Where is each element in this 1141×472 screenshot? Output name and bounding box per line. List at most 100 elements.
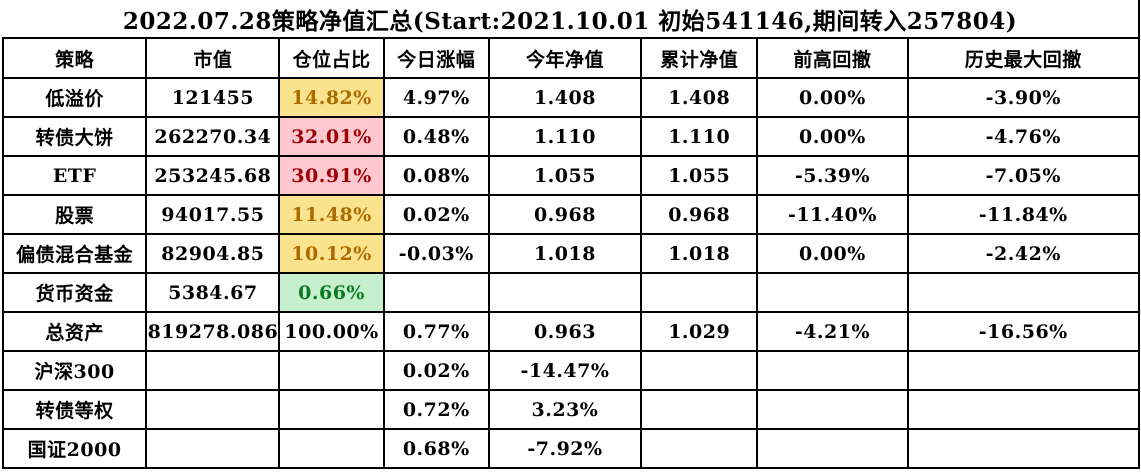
max-drawdown-cell <box>906 350 1141 391</box>
position-pct-cell: 11.48% <box>278 194 385 235</box>
max-drawdown-cell: -11.84% <box>906 194 1141 235</box>
position-pct-cell: 0.66% <box>278 272 385 313</box>
ytd-nav-cell: 0.968 <box>487 194 643 235</box>
position-pct-cell: 100.00% <box>278 311 385 352</box>
today-change-cell: 0.08% <box>382 155 490 196</box>
row-label: 沪深300 <box>1 350 148 391</box>
ytd-nav-cell: 3.23% <box>487 389 643 430</box>
today-change-cell: 0.72% <box>382 389 490 430</box>
market-value-cell: 253245.68 <box>145 155 281 196</box>
today-change-cell: 0.48% <box>382 116 490 157</box>
table-row: 国证2000 0.68% -7.92% <box>1 428 1141 469</box>
market-value-cell <box>145 350 281 391</box>
max-drawdown-cell: -7.05% <box>906 155 1141 196</box>
drawdown-from-high-cell <box>756 428 909 469</box>
table-row: 股票 94017.55 11.48% 0.02% 0.968 0.968 -11… <box>1 194 1141 235</box>
position-pct-cell <box>278 428 385 469</box>
row-label: 转债大饼 <box>1 116 148 157</box>
market-value-cell <box>145 428 281 469</box>
today-change-cell <box>382 272 490 313</box>
today-change-cell: 0.68% <box>382 428 490 469</box>
max-drawdown-cell <box>906 272 1141 313</box>
position-pct-cell: 14.82% <box>278 77 385 118</box>
cumulative-nav-cell <box>640 428 759 469</box>
drawdown-from-high-cell: 0.00% <box>756 116 909 157</box>
col-header-ytd-nav: 今年净值 <box>487 37 643 79</box>
cumulative-nav-cell <box>640 350 759 391</box>
col-header-cumulative-nav: 累计净值 <box>640 37 759 79</box>
drawdown-from-high-cell: 0.00% <box>756 77 909 118</box>
header-row: 策略 市值 仓位占比 今日涨幅 今年净值 累计净值 前高回撤 历史最大回撤 <box>1 37 1141 79</box>
table-row: 沪深300 0.02% -14.47% <box>1 350 1141 391</box>
position-pct-cell <box>278 389 385 430</box>
cumulative-nav-cell: 1.408 <box>640 77 759 118</box>
today-change-cell: 0.77% <box>382 311 490 352</box>
position-pct-cell: 32.01% <box>278 116 385 157</box>
ytd-nav-cell: 1.408 <box>487 77 643 118</box>
market-value-cell <box>145 389 281 430</box>
today-change-cell: -0.03% <box>382 233 490 274</box>
table-row: 低溢价 121455 14.82% 4.97% 1.408 1.408 0.00… <box>1 77 1141 118</box>
market-value-cell: 5384.67 <box>145 272 281 313</box>
row-label: 转债等权 <box>1 389 148 430</box>
position-pct-cell <box>278 350 385 391</box>
col-header-drawdown-from-high: 前高回撤 <box>756 37 909 79</box>
market-value-cell: 262270.34 <box>145 116 281 157</box>
drawdown-from-high-cell <box>756 350 909 391</box>
row-label: 偏债混合基金 <box>1 233 148 274</box>
col-header-market-value: 市值 <box>145 37 281 79</box>
strategy-nav-table: 策略 市值 仓位占比 今日涨幅 今年净值 累计净值 前高回撤 历史最大回撤 低溢… <box>1 37 1141 469</box>
report-title: 2022.07.28策略净值汇总(Start:2021.10.01 初始5411… <box>2 0 1140 37</box>
ytd-nav-cell: 1.018 <box>487 233 643 274</box>
col-header-today-change: 今日涨幅 <box>382 37 490 79</box>
cumulative-nav-cell <box>640 389 759 430</box>
max-drawdown-cell: -16.56% <box>906 311 1141 352</box>
market-value-cell: 82904.85 <box>145 233 281 274</box>
row-label: 股票 <box>1 194 148 235</box>
today-change-cell: 0.02% <box>382 350 490 391</box>
table-row: 转债等权 0.72% 3.23% <box>1 389 1141 430</box>
cumulative-nav-cell: 1.110 <box>640 116 759 157</box>
ytd-nav-cell: 0.963 <box>487 311 643 352</box>
today-change-cell: 4.97% <box>382 77 490 118</box>
col-header-strategy: 策略 <box>1 37 148 79</box>
max-drawdown-cell: -2.42% <box>906 233 1141 274</box>
ytd-nav-cell <box>487 272 643 313</box>
col-header-max-drawdown: 历史最大回撤 <box>906 37 1141 79</box>
drawdown-from-high-cell <box>756 389 909 430</box>
max-drawdown-cell: -4.76% <box>906 116 1141 157</box>
ytd-nav-cell: 1.110 <box>487 116 643 157</box>
max-drawdown-cell <box>906 389 1141 430</box>
market-value-cell: 94017.55 <box>145 194 281 235</box>
position-pct-cell: 30.91% <box>278 155 385 196</box>
table-row: 货币资金 5384.67 0.66% <box>1 272 1141 313</box>
ytd-nav-cell: -14.47% <box>487 350 643 391</box>
ytd-nav-cell: 1.055 <box>487 155 643 196</box>
cumulative-nav-cell: 0.968 <box>640 194 759 235</box>
table-row: 偏债混合基金 82904.85 10.12% -0.03% 1.018 1.01… <box>1 233 1141 274</box>
cumulative-nav-cell <box>640 272 759 313</box>
position-pct-cell: 10.12% <box>278 233 385 274</box>
table-row: ETF 253245.68 30.91% 0.08% 1.055 1.055 -… <box>1 155 1141 196</box>
row-label: ETF <box>1 155 148 196</box>
drawdown-from-high-cell: 0.00% <box>756 233 909 274</box>
drawdown-from-high-cell: -4.21% <box>756 311 909 352</box>
cumulative-nav-cell: 1.055 <box>640 155 759 196</box>
row-label: 低溢价 <box>1 77 148 118</box>
drawdown-from-high-cell <box>756 272 909 313</box>
ytd-nav-cell: -7.92% <box>487 428 643 469</box>
col-header-position-pct: 仓位占比 <box>278 37 385 79</box>
max-drawdown-cell: -3.90% <box>906 77 1141 118</box>
max-drawdown-cell <box>906 428 1141 469</box>
table-row: 转债大饼 262270.34 32.01% 0.48% 1.110 1.110 … <box>1 116 1141 157</box>
row-label: 货币资金 <box>1 272 148 313</box>
today-change-cell: 0.02% <box>382 194 490 235</box>
market-value-cell: 819278.086 <box>145 311 281 352</box>
table-row: 总资产 819278.086 100.00% 0.77% 0.963 1.029… <box>1 311 1141 352</box>
drawdown-from-high-cell: -5.39% <box>756 155 909 196</box>
cumulative-nav-cell: 1.029 <box>640 311 759 352</box>
drawdown-from-high-cell: -11.40% <box>756 194 909 235</box>
cumulative-nav-cell: 1.018 <box>640 233 759 274</box>
row-label: 总资产 <box>1 311 148 352</box>
